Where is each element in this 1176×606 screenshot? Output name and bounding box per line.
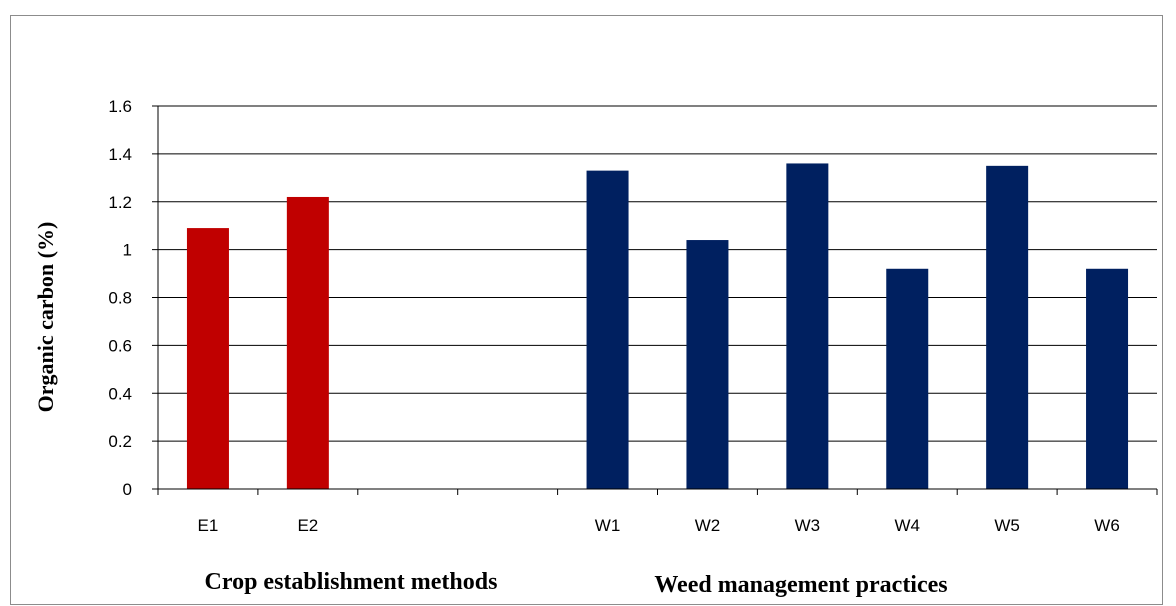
bars (186, 163, 1129, 490)
y-tick-label: 0 (123, 480, 132, 499)
x-tick-label-w3: W3 (795, 516, 821, 535)
y-axis-title: Organic carbon (%) (33, 222, 58, 413)
x-tick-label-w5: W5 (994, 516, 1020, 535)
axes (152, 105, 1158, 495)
y-tick-label: 0.4 (108, 384, 132, 403)
group-label-weed-management: Weed management practices (654, 572, 947, 598)
y-tick-label: 1.2 (108, 193, 132, 212)
x-tick-label-w6: W6 (1094, 516, 1120, 535)
group-label-crop-establishment: Crop establishment methods (205, 569, 498, 595)
bar-w6 (1086, 268, 1129, 489)
bar-w4 (886, 268, 929, 489)
bar-w2 (686, 240, 729, 489)
tick-labels: 0 0.2 0.4 0.6 0.8 1 1.2 1.4 1.6 E1 E2 W1 W2 W3 W4 W5 W6 (108, 97, 1119, 535)
bar-e1 (186, 228, 229, 490)
y-tick-label: 1 (123, 241, 132, 260)
x-tick-label-e1: E1 (198, 516, 219, 535)
x-tick-label-e2: E2 (297, 516, 318, 535)
bar-e2 (286, 196, 329, 489)
x-tick-label-w1: W1 (595, 516, 621, 535)
y-tick-label: 0.6 (108, 336, 132, 355)
y-tick-label: 1.6 (108, 97, 132, 116)
y-tick-label: 1.4 (108, 145, 132, 164)
x-tick-label-w4: W4 (895, 516, 921, 535)
bar-w5 (986, 165, 1029, 489)
y-tick-label: 0.2 (108, 432, 132, 451)
x-tick-label-w2: W2 (695, 516, 721, 535)
bar-w3 (786, 163, 829, 489)
bar-w1 (586, 170, 629, 489)
y-tick-label: 0.8 (108, 289, 132, 308)
